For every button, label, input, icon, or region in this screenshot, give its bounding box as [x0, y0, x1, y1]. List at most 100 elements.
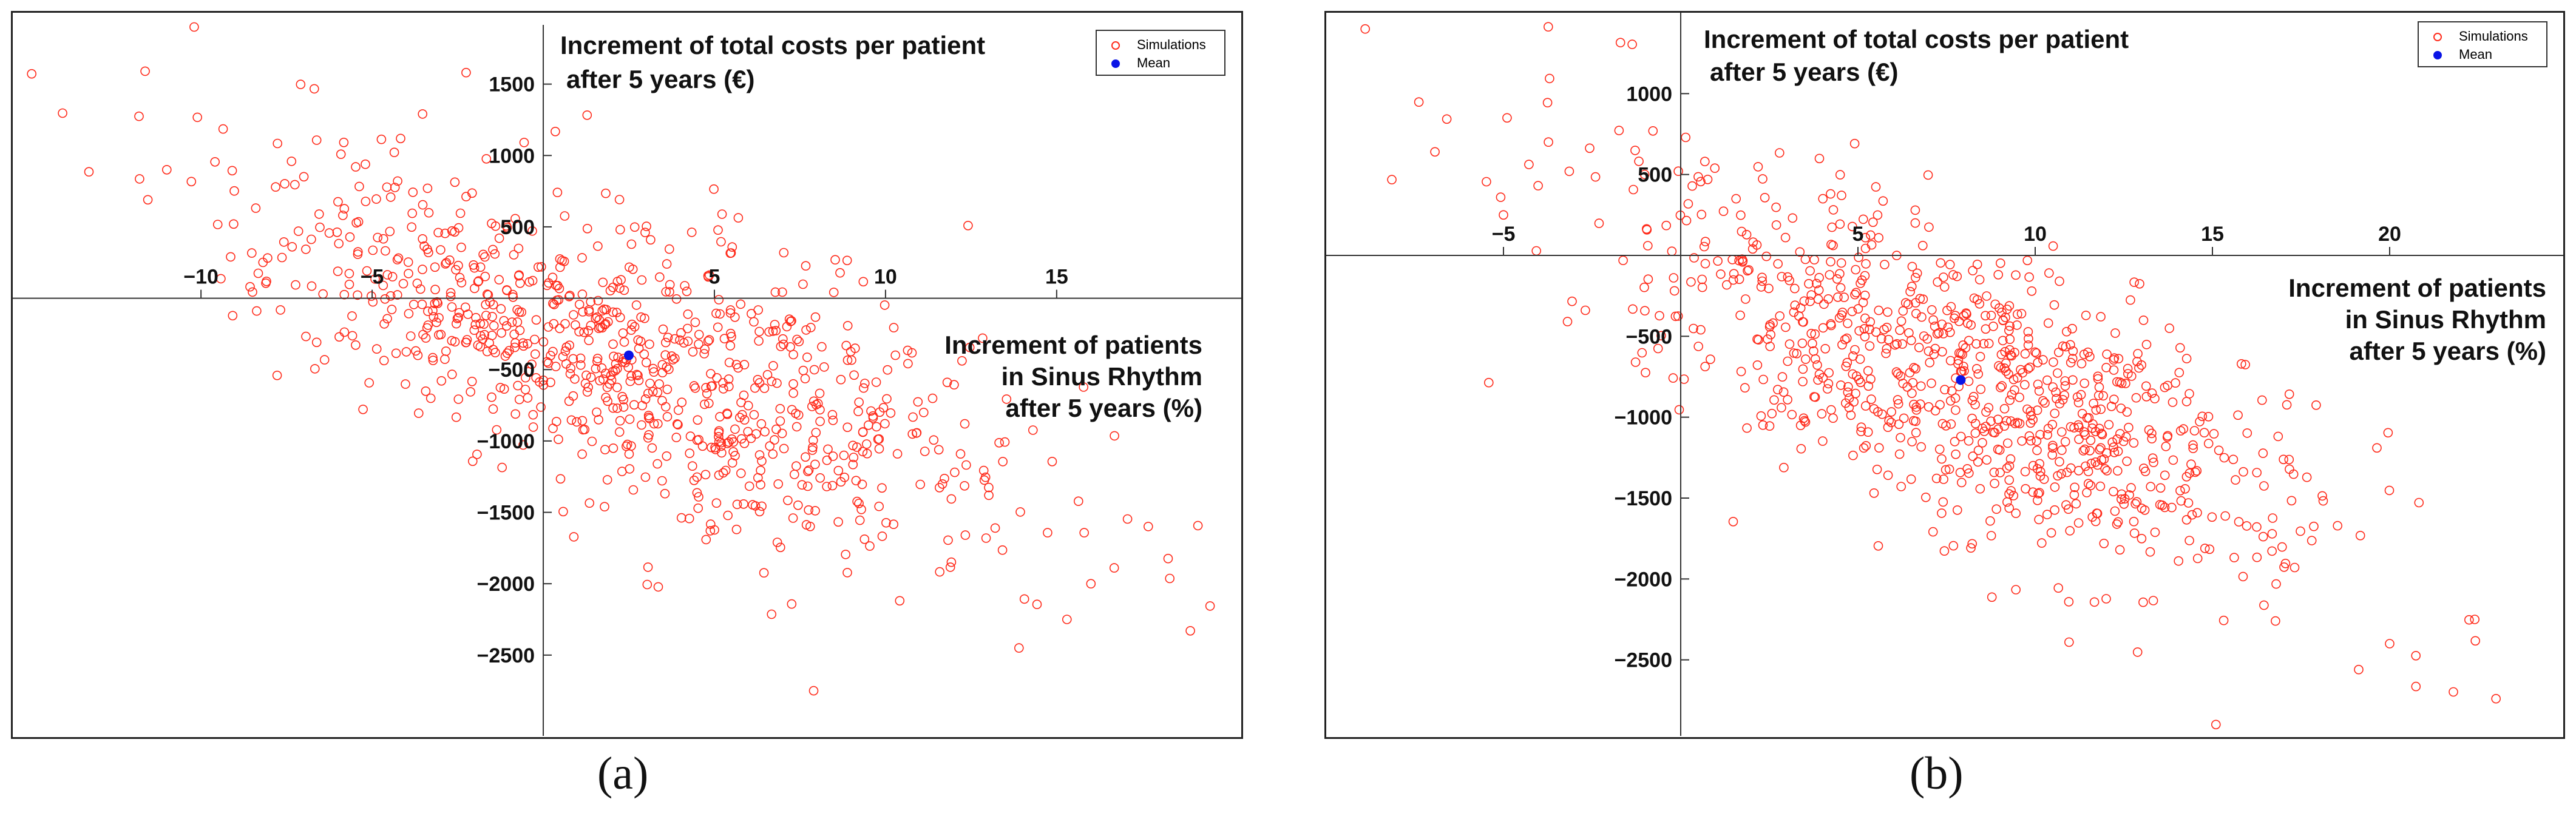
- simulation-point: [849, 453, 859, 462]
- simulation-point: [579, 327, 589, 337]
- simulation-point: [2123, 363, 2133, 374]
- simulation-point: [2017, 436, 2027, 446]
- simulation-point: [1969, 293, 1979, 303]
- simulation-point: [2277, 542, 2287, 552]
- simulation-point: [2096, 443, 2106, 453]
- simulation-point: [520, 385, 530, 394]
- simulation-point: [551, 127, 560, 136]
- simulation-point: [1817, 409, 1827, 419]
- simulation-point: [984, 490, 994, 500]
- simulation-point: [2181, 397, 2192, 406]
- simulation-point: [2240, 360, 2250, 369]
- simulation-point: [1981, 422, 1991, 431]
- simulation-point: [1736, 210, 1746, 220]
- simulation-point: [425, 393, 436, 403]
- simulation-point: [1700, 362, 1710, 372]
- legend-item-simulations: Simulations: [2425, 27, 2528, 46]
- simulation-point: [280, 179, 290, 189]
- simulation-point: [788, 379, 798, 389]
- simulation-point: [1966, 320, 1976, 330]
- simulation-point: [807, 402, 817, 411]
- simulation-point: [1974, 298, 1985, 309]
- simulation-point: [2002, 305, 2012, 314]
- simulation-point: [2020, 349, 2030, 359]
- simulation-point: [849, 370, 859, 380]
- simulation-point: [1843, 382, 1853, 392]
- simulation-point: [1079, 382, 1088, 392]
- simulation-point: [801, 325, 811, 335]
- legend-label-mean: Mean: [2459, 47, 2493, 62]
- simulation-point: [2022, 255, 2032, 266]
- simulation-point: [1931, 473, 1942, 484]
- simulation-point: [134, 111, 144, 121]
- simulation-point: [1899, 413, 1909, 423]
- simulation-point: [2126, 295, 2135, 305]
- simulation-point: [2040, 398, 2050, 408]
- simulation-point: [2354, 664, 2364, 675]
- simulation-point: [1780, 322, 1791, 332]
- simulation-point: [1640, 306, 1650, 316]
- simulation-point: [778, 287, 787, 297]
- simulation-point: [705, 270, 714, 280]
- simulation-point: [719, 384, 728, 394]
- simulation-point: [424, 248, 433, 258]
- simulation-point: [1810, 329, 1820, 339]
- simulation-point: [1990, 299, 2000, 309]
- simulation-point: [612, 403, 622, 413]
- simulation-point: [1797, 338, 1808, 348]
- simulation-point: [683, 309, 693, 319]
- simulation-point: [2285, 464, 2294, 474]
- simulation-point: [1778, 387, 1789, 397]
- simulation-point: [1911, 363, 1920, 374]
- simulation-point: [1787, 410, 1797, 420]
- simulation-point: [783, 495, 793, 505]
- simulation-point: [614, 195, 625, 204]
- simulation-point: [1827, 222, 1837, 232]
- simulation-point: [1970, 419, 1981, 429]
- simulation-point: [637, 400, 647, 411]
- simulation-point: [727, 242, 737, 252]
- simulation-point: [1937, 346, 1947, 357]
- simulation-point: [2181, 354, 2192, 363]
- simulation-point: [1483, 377, 1494, 388]
- simulation-point: [603, 317, 613, 327]
- simulation-point: [640, 394, 651, 404]
- simulation-point: [658, 324, 668, 334]
- simulation-point: [2092, 508, 2103, 519]
- simulation-point: [626, 371, 637, 381]
- x-tick-label: 20: [2378, 223, 2401, 246]
- simulation-point: [1840, 334, 1850, 345]
- simulation-point: [785, 317, 796, 326]
- simulation-point: [2086, 480, 2096, 491]
- simulation-point: [1917, 312, 1927, 322]
- simulation-point: [1019, 594, 1029, 604]
- simulation-point: [1769, 395, 1779, 405]
- simulation-point: [1890, 340, 1900, 350]
- simulation-point: [460, 302, 470, 312]
- simulation-point: [2113, 517, 2123, 527]
- simulation-point: [2135, 278, 2144, 289]
- simulation-point: [1997, 307, 2007, 317]
- simulation-point: [660, 350, 670, 360]
- simulation-point: [578, 307, 588, 317]
- simulation-point: [1866, 374, 1876, 384]
- simulation-point: [717, 448, 727, 458]
- simulation-point: [583, 326, 594, 336]
- simulation-point: [724, 382, 734, 391]
- simulation-point: [1943, 322, 1953, 332]
- simulation-point: [2084, 413, 2094, 423]
- simulation-point: [478, 249, 488, 260]
- simulation-point: [1989, 467, 1999, 477]
- simulation-point: [697, 441, 708, 451]
- simulation-point: [272, 370, 282, 380]
- simulation-point: [880, 419, 890, 429]
- simulation-point: [1564, 166, 1574, 177]
- simulation-point: [2001, 366, 2011, 376]
- simulation-point: [508, 292, 518, 302]
- simulation-point: [470, 320, 481, 329]
- simulation-point: [1993, 269, 2003, 280]
- simulation-point: [432, 317, 441, 328]
- simulation-point: [1800, 354, 1811, 364]
- simulation-point: [903, 345, 913, 356]
- simulation-point: [1930, 322, 1940, 331]
